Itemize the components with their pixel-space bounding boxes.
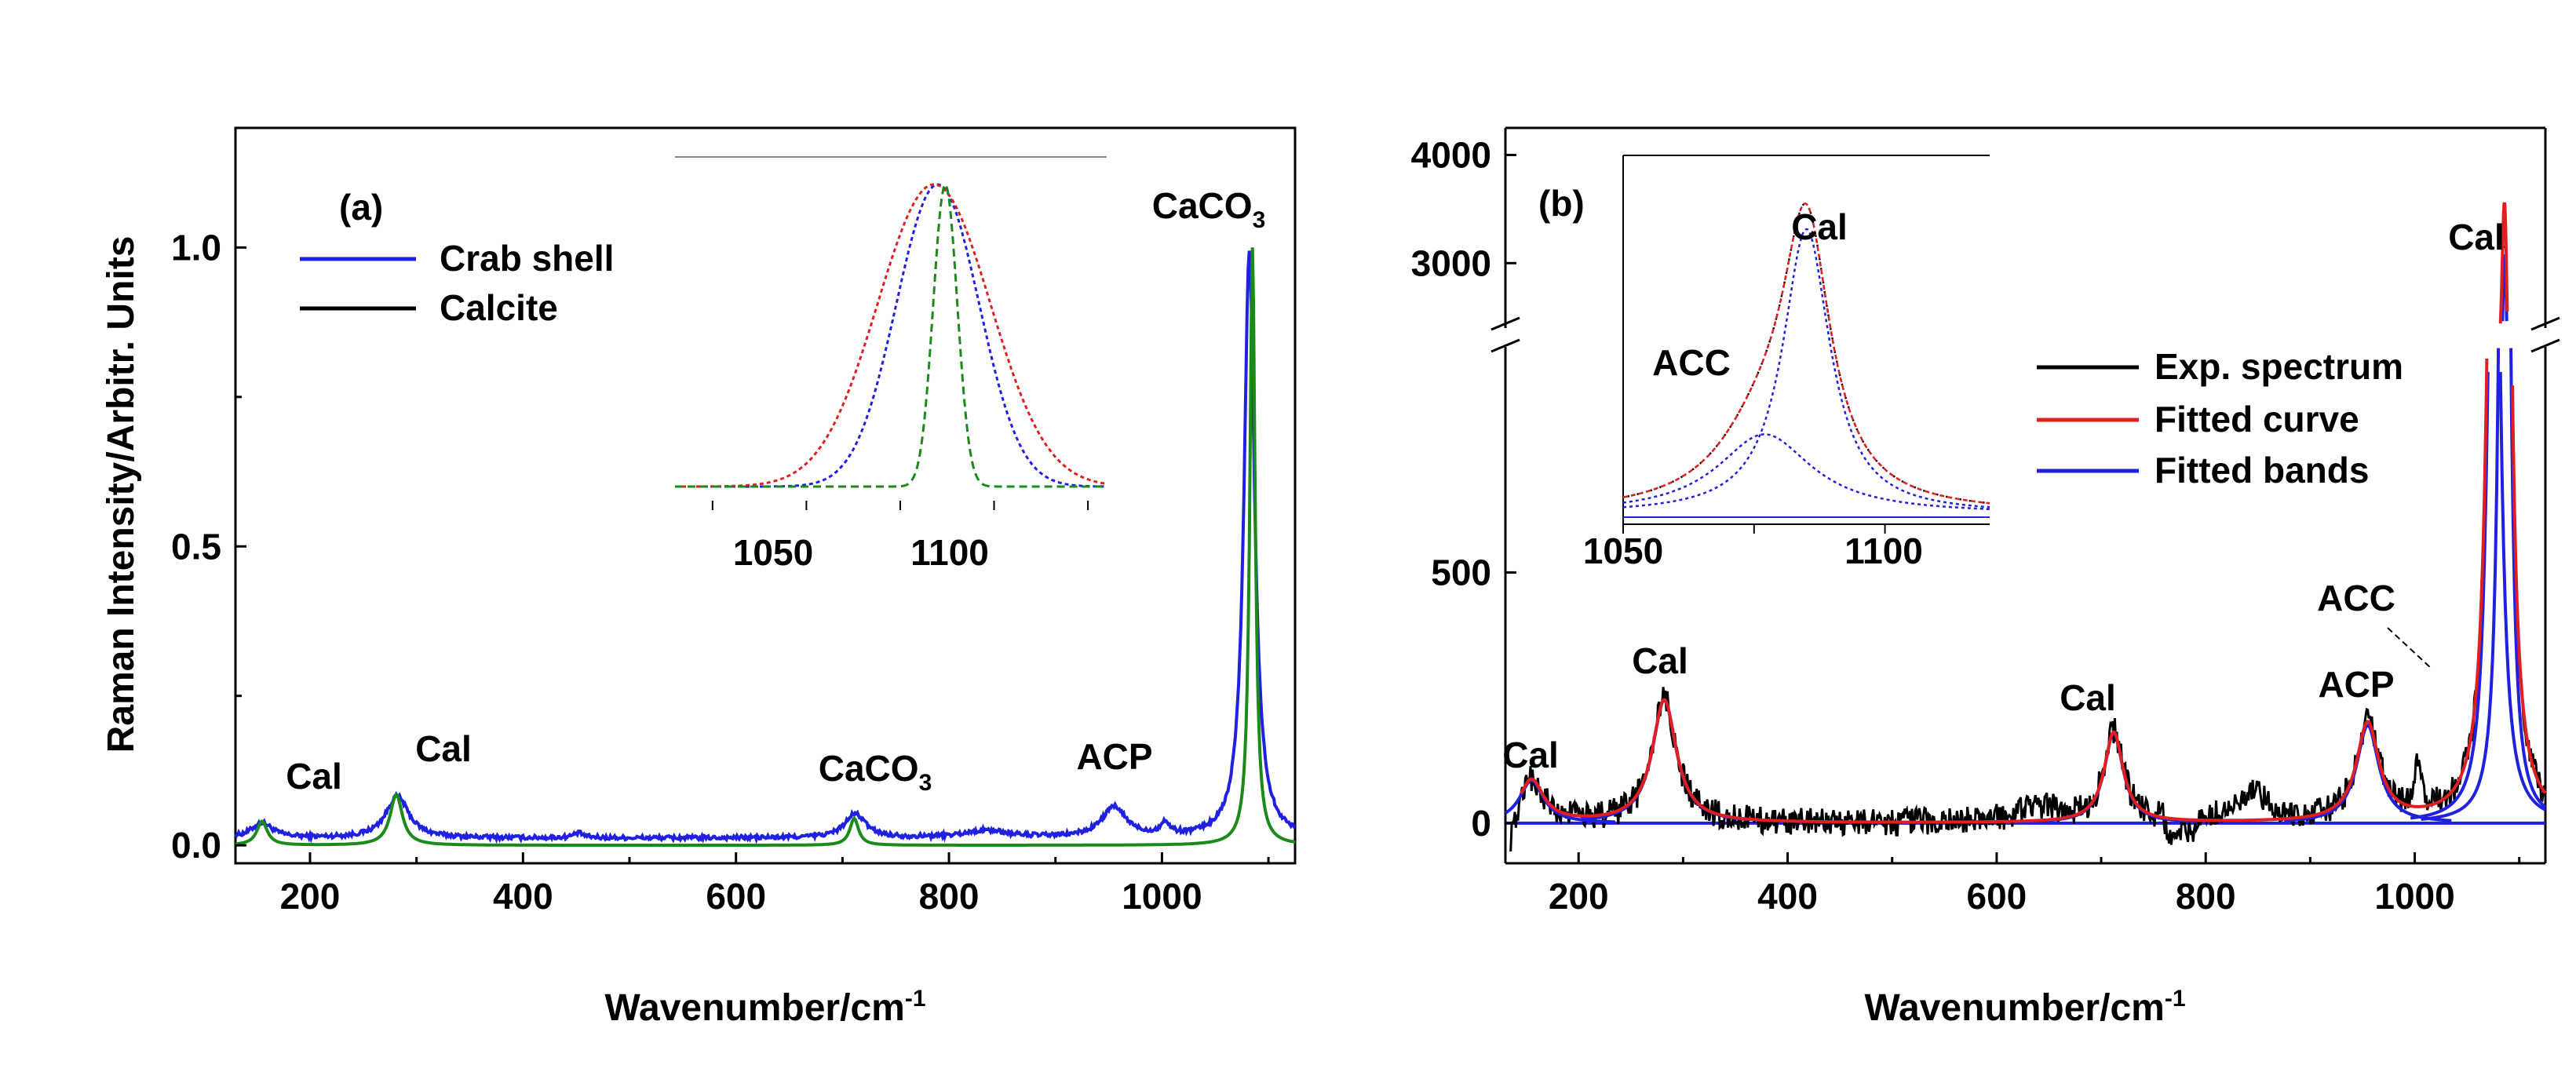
panel-a-y-tick-label-0.5: 0.5 xyxy=(171,526,221,567)
panel-a-y-axis-label: Raman Intensity/Arbitr. Units xyxy=(100,236,142,753)
panel-b-x-ticks: 200 400 600 800 1000 xyxy=(1549,852,2521,917)
panel-a-inset-ticks xyxy=(711,501,1089,510)
panel-b-axis-break-mark-right-2 xyxy=(2530,338,2560,353)
panel-b-y-ticks: 0 500 3000 4000 xyxy=(1411,134,1516,844)
panel-a-annotation-caco3-712: CaCO3 xyxy=(819,748,932,796)
panel-b-axis-break-mark-left-1 xyxy=(1491,316,1520,331)
panel-b-series-exp-spectrum xyxy=(1509,246,2547,852)
panel-b-fitted-band-282 xyxy=(1580,698,1748,822)
panel-b-x-tick-label-1000: 1000 xyxy=(2374,876,2454,917)
panel-b-label: (b) xyxy=(1538,183,1585,224)
panel-a-x-tick-label-800: 800 xyxy=(919,876,980,917)
panel-a-series-calcite xyxy=(235,247,1296,847)
panel-b-annotation-cal-712: Cal xyxy=(2060,677,2116,718)
panel-b-annotation-acp: ACP xyxy=(2318,664,2394,705)
panel-b-annotation-cal-282: Cal xyxy=(1632,640,1688,681)
panel-a-series-crab-shell xyxy=(234,250,1296,844)
panel-b-inset-series xyxy=(1622,202,1990,511)
panel-a-inset-calcite-normalized- xyxy=(675,181,1107,488)
panel-b-inset: Cal ACC 1050 1100 xyxy=(1583,155,1990,571)
panel-b-acc-pointer xyxy=(2387,627,2432,669)
panel-b-annotation-acc: ACC xyxy=(2317,578,2395,618)
panel-a-inset-fitted-red xyxy=(675,183,1107,488)
panel-a-series-group xyxy=(234,247,1296,847)
panel-b-annotation-cal-main: Cal xyxy=(2448,217,2505,257)
panel-a-x-axis-label: Wavenumber/cm-1 xyxy=(604,986,925,1029)
panel-a-x-ticks: 200 400 600 800 1000 xyxy=(280,852,1270,917)
panel-b-inset-acc-band xyxy=(1622,433,1990,511)
panel-a: 200 400 600 800 1000 0.0 0.5 1.0 Wavenumber/cm… xyxy=(100,126,1297,1029)
panel-b-axis-break-mark-right-1 xyxy=(2530,316,2560,331)
panel-b-annotation-cal-155: Cal xyxy=(1502,735,1559,775)
panel-b-x-tick-label-400: 400 xyxy=(1757,876,1818,917)
panel-b-legend-label-fitted-curve: Fitted curve xyxy=(2155,399,2359,439)
panel-b-inset-tick-label-1100: 1100 xyxy=(1844,531,1923,571)
panel-b-y-tick-label-0: 0 xyxy=(1471,803,1491,844)
panel-a-inset-crab-shell-normalized- xyxy=(675,183,1107,488)
panel-a-annotation-cal-155: Cal xyxy=(286,756,342,797)
panel-a-inset-tick-label-1100: 1100 xyxy=(910,532,989,573)
panel-b-inset-fitted-curve xyxy=(1622,202,1990,505)
panel-a-label: (a) xyxy=(339,187,383,228)
panel-a-x-tick-label-200: 200 xyxy=(280,876,341,917)
panel-b-axis-break-mark-left-2 xyxy=(1491,338,1520,353)
panel-b-legend-label-exp-spectrum: Exp. spectrum xyxy=(2155,346,2403,387)
panel-b-inset-cal-band xyxy=(1622,228,1990,509)
panel-a-legend-label-crab-shell: Crab shell xyxy=(440,238,614,279)
panel-b-y-tick-label-4000: 4000 xyxy=(1411,134,1491,175)
panel-b-fitted-band-1076 xyxy=(2410,371,2546,820)
panel-b-inset-tick-label-1050: 1050 xyxy=(1583,531,1663,571)
panel-b: 200 400 600 800 1000 0 500 3000 4000 Wavenumber… xyxy=(1411,126,2560,1029)
panel-a-y-tick-label-1: 1.0 xyxy=(171,227,221,268)
panel-a-legend: Crab shell Calcite xyxy=(300,238,614,328)
panel-a-x-tick-label-600: 600 xyxy=(706,876,766,917)
panel-b-inset-label-acc: ACC xyxy=(1652,342,1731,383)
panel-b-x-tick-label-600: 600 xyxy=(1967,876,2027,917)
panel-a-y-tick-label-0: 0.0 xyxy=(171,825,221,866)
panel-a-legend-label-calcite: Calcite xyxy=(440,287,558,328)
panel-b-inset-label-cal: Cal xyxy=(1791,206,1848,247)
panel-a-x-tick-label-400: 400 xyxy=(493,876,553,917)
panel-a-inset: 1050 1100 xyxy=(675,156,1107,573)
panel-a-inset-tick-label-1050: 1050 xyxy=(733,532,813,573)
panel-b-y-tick-label-500: 500 xyxy=(1431,552,1491,593)
panel-b-x-tick-label-800: 800 xyxy=(2176,876,2236,917)
panel-a-annotation-cal-283: Cal xyxy=(415,728,472,769)
panel-a-annotation-acp: ACP xyxy=(1076,736,1152,777)
panel-a-annotations: Cal Cal CaCO3 ACP CaCO3 xyxy=(286,185,1265,797)
panel-b-y-tick-label-3000: 3000 xyxy=(1411,242,1491,283)
panel-b-x-tick-label-200: 200 xyxy=(1549,876,1609,917)
panel-b-legend-label-fitted-bands: Fitted bands xyxy=(2155,450,2369,490)
panel-b-legend: Exp. spectrum Fitted curve Fitted bands xyxy=(2037,346,2403,490)
panel-b-inset-ticks xyxy=(1622,524,1886,534)
panel-a-annotation-caco3-main: CaCO3 xyxy=(1152,185,1266,233)
panel-b-series-fitted-curve xyxy=(1520,202,2547,824)
panel-b-annotations: Cal Cal Cal ACP ACC Cal xyxy=(1502,217,2505,775)
panel-a-plot-frame xyxy=(234,126,1297,865)
panel-a-inset-series xyxy=(675,181,1107,488)
panel-a-y-ticks: 0.0 0.5 1.0 xyxy=(171,227,246,866)
panel-b-series-group xyxy=(1505,202,2547,852)
panel-a-x-tick-label-1000: 1000 xyxy=(1122,876,1202,917)
panel-b-x-axis-label: Wavenumber/cm-1 xyxy=(1864,986,2185,1029)
